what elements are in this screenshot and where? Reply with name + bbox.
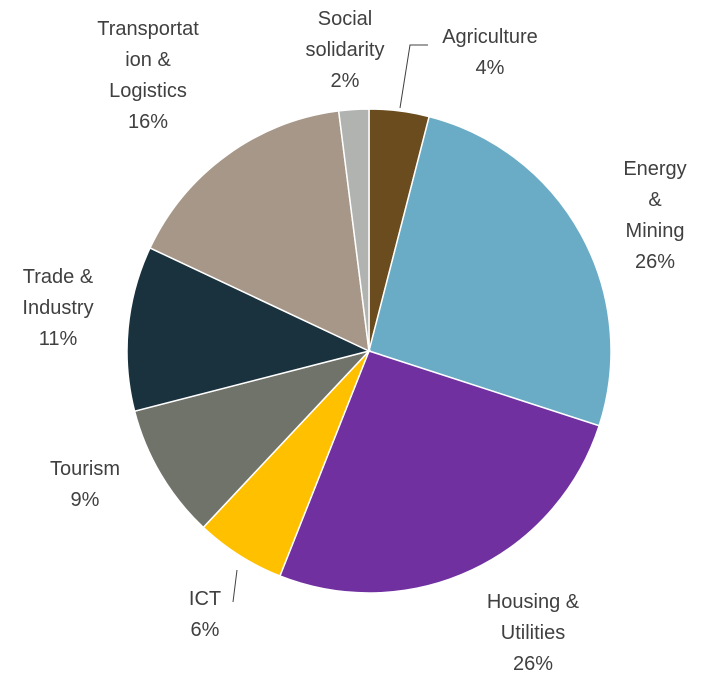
data-label: Social solidarity 2% [306, 4, 385, 97]
data-label: Trade & Industry 11% [22, 262, 93, 355]
slice [368, 115, 612, 427]
value-label: 26% [512, 653, 554, 673]
data-label: ICT 6% [189, 584, 221, 646]
value-label: 26% [634, 251, 676, 273]
category-label: Trade & Industry [22, 266, 94, 319]
category-label: Agriculture [442, 26, 538, 48]
leader-line [399, 44, 428, 109]
value-label: 4% [475, 57, 505, 79]
value-label: 6% [190, 619, 220, 641]
leader-line [232, 569, 238, 603]
category-label: Transportat ion & Logistics [97, 18, 199, 102]
category-label: ICT [188, 588, 222, 610]
slice [337, 108, 370, 352]
value-label: 11% [38, 328, 78, 350]
value-label: 9% [70, 489, 100, 511]
slice [278, 350, 601, 594]
data-label: Housing & Utilities 26% [487, 587, 579, 673]
category-label: Tourism [49, 458, 121, 480]
category-label: Social solidarity [305, 8, 385, 61]
data-label: Transportat ion & Logistics 16% [97, 14, 199, 138]
value-label: 16% [127, 111, 169, 133]
data-label: Tourism 9% [50, 454, 120, 516]
category-label: Energy & Mining [623, 158, 687, 242]
data-label: Energy & Mining 26% [623, 154, 686, 278]
slice [133, 349, 372, 529]
data-label: Agriculture 4% [442, 22, 538, 84]
slice [149, 110, 370, 353]
slice [126, 246, 372, 413]
value-label: 2% [330, 70, 360, 92]
category-label: Housing & Utilities [486, 591, 580, 644]
